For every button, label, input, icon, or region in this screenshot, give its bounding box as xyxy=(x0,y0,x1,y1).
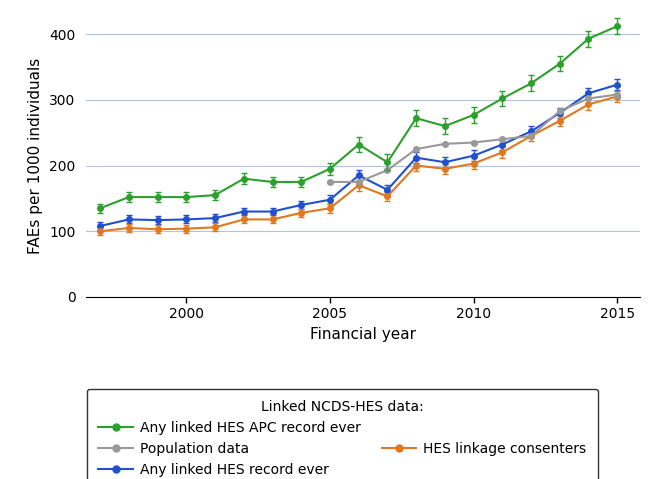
X-axis label: Financial year: Financial year xyxy=(310,327,416,342)
Legend: Any linked HES APC record ever, Population data, Any linked HES record ever, , H: Any linked HES APC record ever, Populati… xyxy=(87,388,597,479)
Y-axis label: FAEs per 1000 individuals: FAEs per 1000 individuals xyxy=(28,57,44,254)
